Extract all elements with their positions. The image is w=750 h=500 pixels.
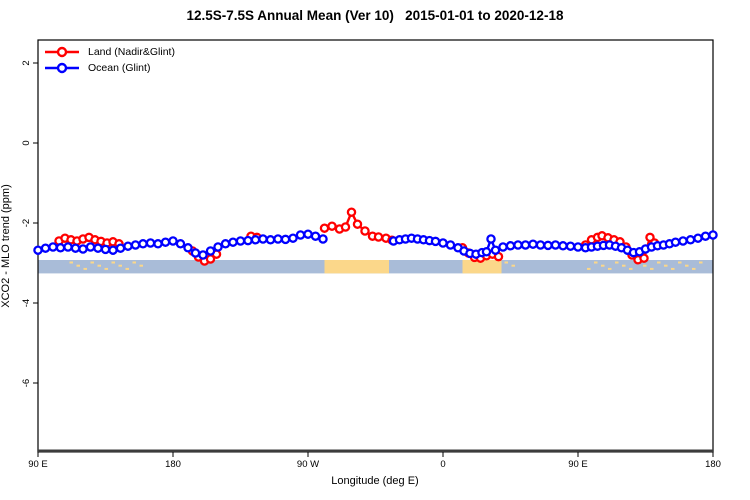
svg-text:180: 180 <box>705 459 721 470</box>
x-axis: 90 E 180 90 W 0 90 E 180 <box>28 39 721 470</box>
y-axis: 2 0 -2 -4 -6 <box>21 60 38 387</box>
svg-text:0: 0 <box>21 140 32 145</box>
legend-label-land: Land (Nadir&Glint) <box>88 46 175 58</box>
svg-text:90 E: 90 E <box>28 459 48 470</box>
land-series-key-icon <box>45 46 79 58</box>
svg-text:0: 0 <box>440 459 445 470</box>
legend-label-ocean: Ocean (Glint) <box>88 62 151 74</box>
chart-title: 12.5S-7.5S Annual Mean (Ver 10) 2015-01-… <box>186 8 564 23</box>
svg-text:2: 2 <box>21 60 32 65</box>
svg-text:180: 180 <box>165 459 181 470</box>
ocean-series-key-icon <box>45 62 79 74</box>
svg-text:90 E: 90 E <box>568 459 588 470</box>
svg-text:90 W: 90 W <box>297 459 319 470</box>
legend: Land (Nadir&Glint) Ocean (Glint) <box>44 44 175 76</box>
ocean-series <box>33 229 718 260</box>
map-strip <box>38 260 713 274</box>
land-series <box>54 207 660 266</box>
svg-text:-2: -2 <box>21 219 32 227</box>
x-axis-label: Longitude (deg E) <box>331 475 419 487</box>
svg-text:-6: -6 <box>21 379 32 387</box>
svg-text:-4: -4 <box>21 299 32 307</box>
legend-item-land: Land (Nadir&Glint) <box>44 44 175 60</box>
legend-item-ocean: Ocean (Glint) <box>44 60 175 76</box>
